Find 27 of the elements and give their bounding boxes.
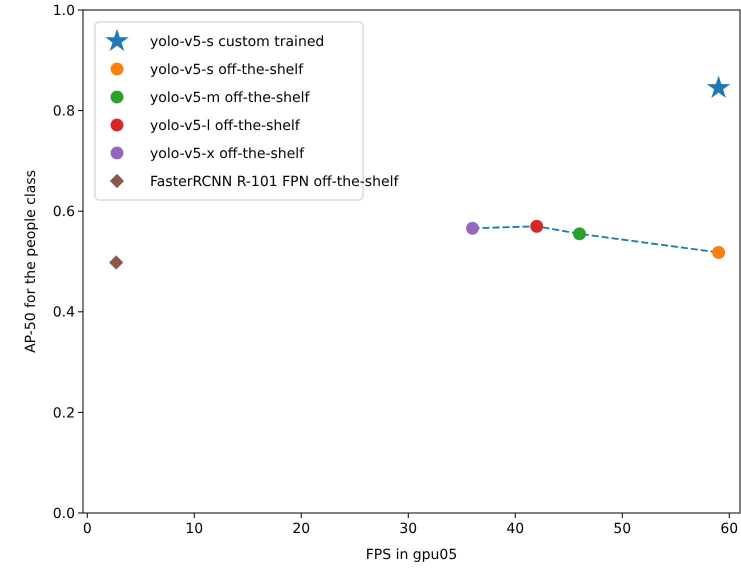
x-tick-label: 40 xyxy=(506,521,524,537)
point xyxy=(466,222,479,235)
x-axis-title: FPS in gpu05 xyxy=(366,547,458,563)
point xyxy=(573,227,586,240)
legend-label: FasterRCNN R-101 FPN off-the-shelf xyxy=(150,174,400,190)
x-tick-label: 30 xyxy=(399,521,418,537)
point xyxy=(706,76,730,98)
y-tick-label: 0.6 xyxy=(52,204,76,220)
y-tick-label: 0.0 xyxy=(52,506,75,522)
x-tick-label: 60 xyxy=(720,521,738,537)
point xyxy=(530,220,544,233)
x-tick-label: 10 xyxy=(185,521,204,537)
legend-label: yolo-v5-m off-the-shelf xyxy=(150,90,311,106)
legend-label: yolo-v5-l off-the-shelf xyxy=(150,118,301,134)
y-axis-title: AP-50 for the people class xyxy=(23,170,39,353)
y-tick-label: 0.2 xyxy=(52,405,75,422)
legend-label: yolo-v5-x off-the-shelf xyxy=(150,146,306,162)
legend-label: yolo-v5-s off-the-shelf xyxy=(150,62,304,78)
point xyxy=(712,246,726,259)
x-tick-label: 20 xyxy=(292,521,310,537)
y-tick-label: 0.4 xyxy=(52,304,76,321)
x-tick-label: 50 xyxy=(613,521,632,537)
y-tick-label: 0.8 xyxy=(52,104,75,120)
legend-label: yolo-v5-s custom trained xyxy=(150,34,324,50)
y-tick-label: 1.0 xyxy=(52,2,75,19)
point xyxy=(109,255,124,270)
x-tick-label: 0 xyxy=(82,521,92,537)
